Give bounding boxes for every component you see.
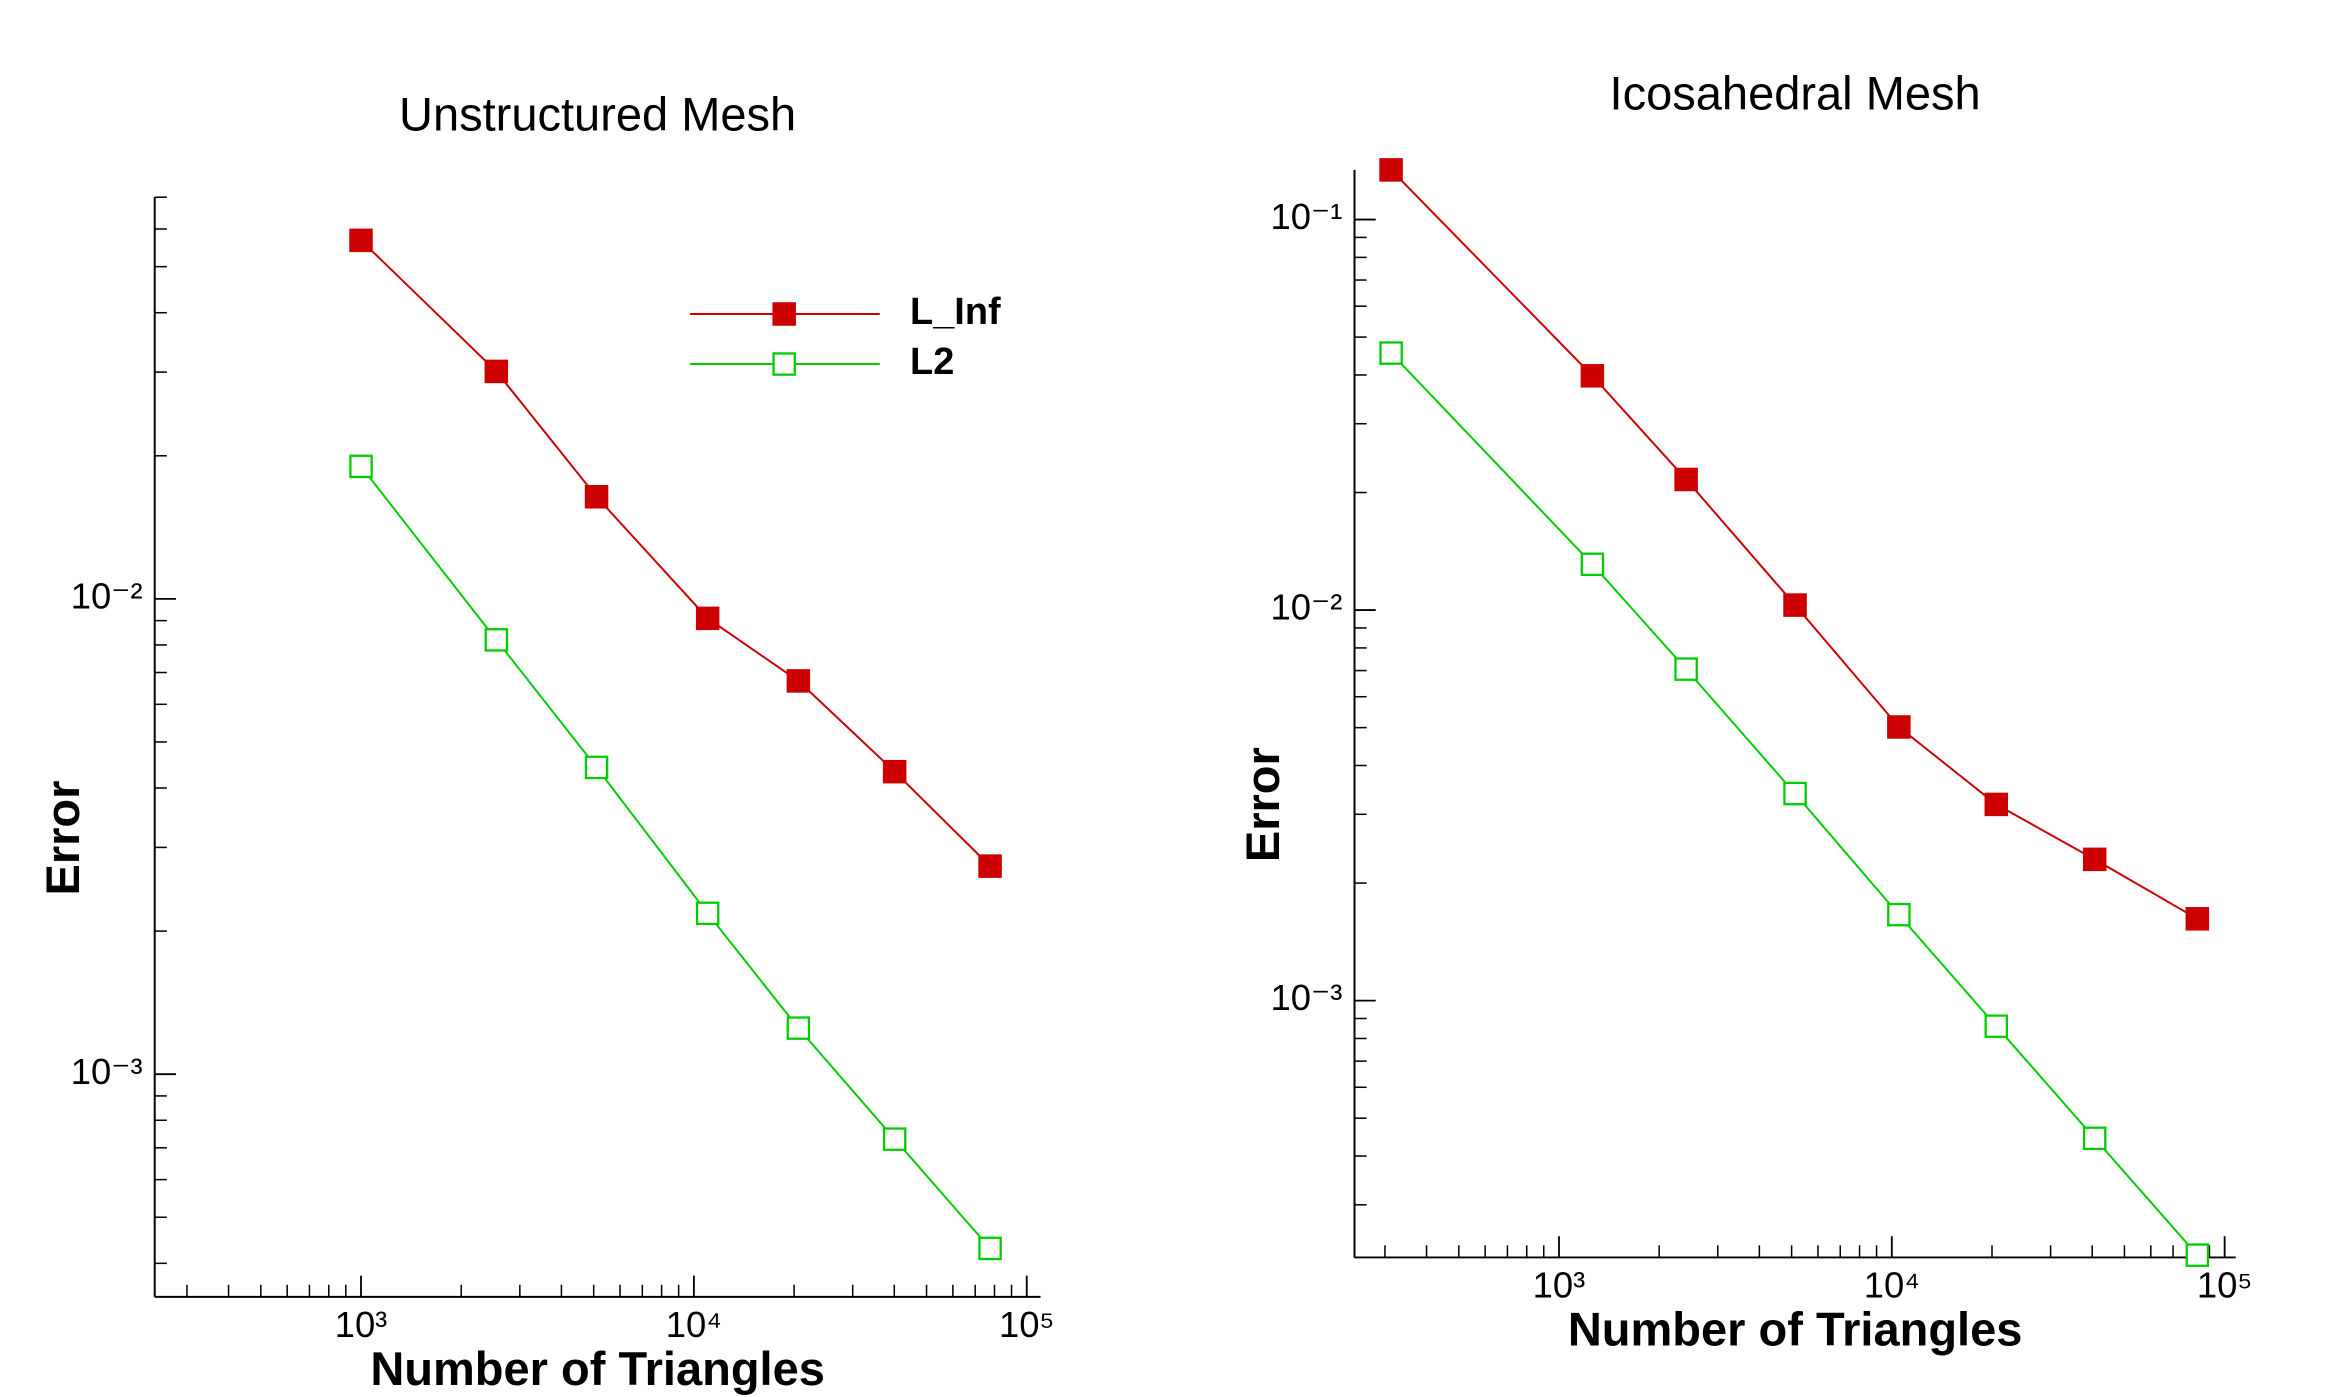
data-point [1379, 158, 1403, 182]
data-point [1674, 657, 1698, 681]
data-point [1783, 781, 1807, 806]
data-point [1984, 1014, 2009, 1038]
x-axis-label: Number of Triangles [370, 1342, 825, 1395]
y-axis-label: Error [1236, 747, 1289, 862]
data-point [1580, 552, 1605, 577]
x-tick-label: 10⁴ [666, 1304, 722, 1345]
data-point [786, 669, 811, 693]
y-tick-label: 10⁻² [1271, 587, 1343, 628]
data-point [584, 755, 609, 780]
data-point [2185, 907, 2210, 931]
chart-title: Unstructured Mesh [399, 88, 796, 141]
y-tick-label: 10⁻² [71, 575, 143, 616]
y-tick-label: 10⁻¹ [1271, 196, 1343, 237]
data-point [695, 606, 720, 631]
data-point [2185, 1243, 2210, 1267]
chart: Unstructured Mesh Number of Triangles Erro… [36, 88, 1054, 1395]
data-point [1379, 341, 1403, 365]
data-point [1783, 593, 1807, 617]
data-point [978, 854, 1002, 878]
legend-marker [772, 352, 796, 376]
data-point [484, 359, 509, 384]
data-point [349, 454, 373, 479]
data-point [1887, 902, 1911, 927]
data-point [1580, 364, 1605, 388]
legend-marker [772, 302, 796, 326]
data-point [2082, 1126, 2107, 1151]
data-point [786, 1016, 811, 1040]
data-point [695, 901, 720, 926]
chart-title: Icosahedral Mesh [1610, 67, 1981, 120]
data-point [978, 1236, 1002, 1261]
x-tick-label: 10⁴ [1864, 1264, 1920, 1305]
data-point [349, 228, 373, 253]
data-point [882, 1127, 907, 1151]
data-point [1984, 792, 2009, 817]
data-point [484, 628, 509, 652]
series-line [1390, 352, 2199, 1256]
x-tick-label: 10⁵ [999, 1304, 1055, 1345]
x-tick-label: 10³ [1533, 1264, 1586, 1305]
data-point [2082, 847, 2107, 872]
legend-label: L_Inf [910, 291, 1001, 333]
y-tick-label: 10⁻³ [71, 1051, 143, 1092]
y-axis-label: Error [36, 781, 89, 896]
x-tick-label: 10⁵ [2197, 1264, 2253, 1305]
legend-label: L2 [910, 341, 954, 383]
chart: Icosahedral Mesh Number of Triangles Error… [1236, 67, 2252, 1356]
data-point [1674, 467, 1698, 492]
y-tick-label: 10⁻³ [1271, 977, 1343, 1018]
x-tick-label: 10³ [335, 1304, 388, 1345]
data-point [1887, 715, 1911, 739]
series-line [1390, 169, 2198, 920]
x-axis-label: Number of Triangles [1568, 1303, 2023, 1356]
data-point [882, 759, 907, 784]
data-point [584, 485, 609, 509]
